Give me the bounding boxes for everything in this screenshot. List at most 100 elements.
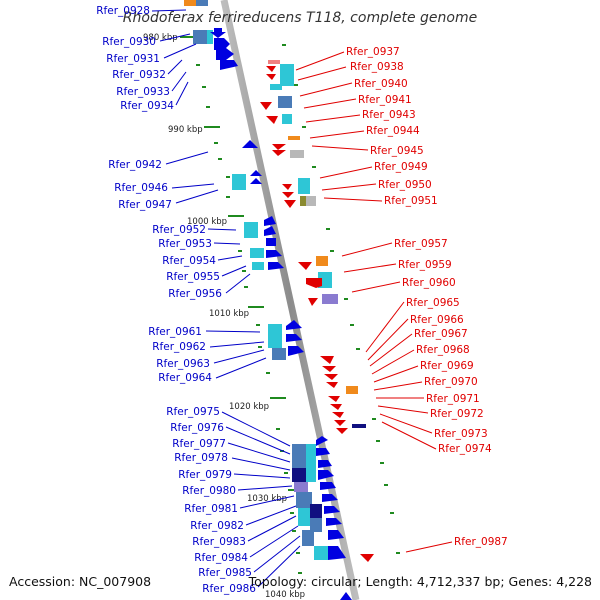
gene-arrow — [322, 494, 338, 502]
gene-block — [232, 174, 246, 190]
leader-line — [341, 242, 393, 257]
kbp-tick-label: 1010 kbp — [209, 309, 249, 319]
gene-label: Rfer_0978 — [174, 452, 228, 464]
reverse-strand-features — [193, 28, 352, 600]
gene-arrow — [286, 334, 302, 342]
leader-line — [215, 357, 267, 379]
gene-arrow — [316, 448, 330, 456]
leader-line — [217, 255, 243, 261]
gene-block — [184, 0, 196, 6]
gene-block — [298, 508, 310, 526]
leader-line — [297, 66, 347, 81]
gene-arrow — [214, 38, 230, 50]
kbp-tick-label: 1030 kbp — [247, 494, 287, 504]
genome-summary-text: Topology: circular; Length: 4,712,337 bp… — [248, 574, 592, 589]
gene-block — [252, 262, 264, 270]
dash-marker — [226, 196, 230, 198]
gene-block — [280, 64, 294, 86]
gene-arrow — [326, 382, 338, 388]
gene-block — [244, 222, 258, 238]
gene-label: Rfer_0941 — [358, 94, 412, 106]
dash-marker — [326, 228, 330, 230]
gene-block — [300, 196, 306, 206]
gene-block — [310, 504, 322, 518]
gene-label: Rfer_0962 — [152, 341, 206, 353]
leader-line — [207, 228, 237, 231]
gene-label: Rfer_0974 — [438, 443, 492, 455]
dash-marker — [350, 324, 354, 326]
gene-label: Rfer_0937 — [346, 46, 400, 58]
gene-label: Rfer_0951 — [384, 195, 438, 207]
accession-text: Accession: NC_007908 — [9, 574, 151, 589]
gene-label: Rfer_0945 — [370, 145, 424, 157]
leader-line — [167, 59, 183, 75]
gene-block — [268, 338, 282, 348]
leader-line — [257, 545, 301, 588]
leader-line — [343, 263, 397, 273]
gene-label: Rfer_0967 — [414, 328, 468, 340]
gene-arrow — [250, 178, 262, 184]
gene-block — [352, 424, 366, 428]
gene-label: Rfer_0938 — [350, 61, 404, 73]
gene-arrow — [324, 506, 340, 514]
leader-line — [225, 273, 251, 294]
gene-block — [346, 386, 358, 394]
gene-block — [314, 546, 328, 560]
leader-line — [159, 33, 191, 42]
leader-line — [305, 114, 361, 123]
gene-arrow — [318, 460, 332, 468]
leader-line — [249, 525, 299, 558]
gene-label: Rfer_0977 — [172, 438, 226, 450]
leader-line — [213, 242, 241, 245]
gene-label: Rfer_0970 — [424, 376, 478, 388]
gene-label: Rfer_0931 — [106, 53, 160, 65]
leader-line — [213, 349, 265, 364]
dash-marker — [258, 346, 262, 348]
gene-label: Rfer_0960 — [402, 277, 456, 289]
dash-marker — [218, 158, 222, 160]
gene-block — [250, 248, 264, 258]
dash-marker — [242, 270, 246, 272]
leader-line — [151, 9, 187, 12]
gene-arrow — [298, 262, 312, 270]
kbp-tick-label: 1040 kbp — [265, 590, 305, 600]
dash-marker — [276, 428, 280, 430]
leader-line — [321, 183, 377, 191]
dash-marker — [396, 552, 400, 554]
dash-marker — [292, 530, 296, 532]
gene-label: Rfer_0966 — [410, 314, 464, 326]
leader-line — [225, 426, 291, 455]
gene-block — [306, 444, 316, 468]
gene-label: Rfer_0972 — [430, 408, 484, 420]
gene-arrow — [308, 298, 318, 306]
kbp-tick-label: 990 kbp — [168, 125, 203, 135]
gene-label: Rfer_0957 — [394, 238, 448, 250]
gene-label: Rfer_0959 — [398, 259, 452, 271]
gene-label: Rfer_0932 — [112, 69, 166, 81]
leader-line — [299, 82, 353, 97]
dash-marker — [206, 106, 210, 108]
dash-marker — [330, 250, 334, 252]
gene-block — [288, 136, 300, 140]
gene-block — [292, 444, 306, 468]
gene-arrow — [306, 278, 322, 288]
leader-line — [175, 81, 189, 106]
gene-label: Rfer_0961 — [148, 326, 202, 338]
gene-label: Rfer_0984 — [194, 552, 248, 564]
gene-label: Rfer_0953 — [158, 238, 212, 250]
gene-label: Rfer_0963 — [156, 358, 210, 370]
leader-line — [309, 130, 365, 139]
dash-marker — [356, 348, 360, 350]
gene-block — [282, 114, 292, 124]
leader-line — [367, 318, 409, 361]
gene-label: Rfer_0969 — [420, 360, 474, 372]
gene-arrow — [216, 48, 234, 60]
gene-arrow — [328, 530, 344, 540]
gene-block — [266, 238, 276, 246]
gene-label: Rfer_0973 — [434, 428, 488, 440]
leader-line — [171, 71, 187, 92]
dash-marker — [284, 472, 288, 474]
leader-line — [351, 281, 401, 293]
leader-line — [405, 541, 453, 553]
